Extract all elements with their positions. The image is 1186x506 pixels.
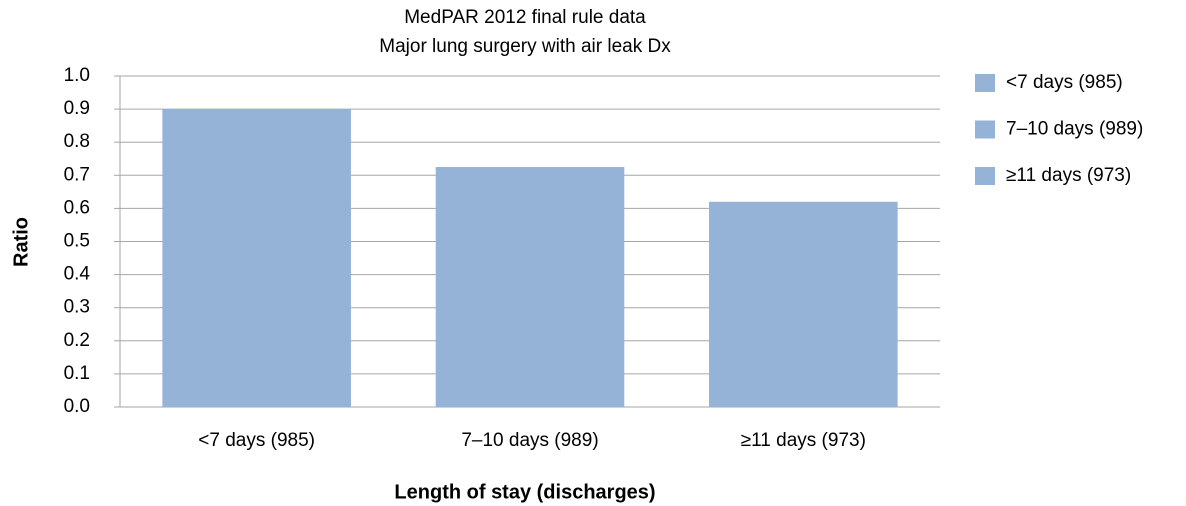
legend-label: ≥11 days (973) <box>1006 165 1131 186</box>
y-tick-label: 0.0 <box>64 396 90 417</box>
y-tick-label: 1.0 <box>64 65 90 86</box>
y-tick-label: 0.8 <box>64 131 90 152</box>
bar <box>435 167 625 407</box>
chart-subtitle: Major lung surgery with air leak Dx <box>379 36 671 57</box>
legend-label: <7 days (985) <box>1006 72 1123 93</box>
y-tick-label: 0.5 <box>64 231 90 252</box>
y-tick-label: 0.9 <box>64 98 90 119</box>
legend-swatch <box>975 120 995 139</box>
x-tick-label: <7 days (985) <box>198 430 315 451</box>
y-axis-title: Ratio <box>10 217 32 267</box>
y-tick-label: 0.1 <box>64 363 90 384</box>
legend-swatch <box>975 74 995 92</box>
y-tick-label: 0.4 <box>64 264 91 285</box>
x-axis-title: Length of stay (discharges) <box>394 481 655 503</box>
y-tick-label: 0.6 <box>64 197 90 218</box>
x-tick-label: ≥11 days (973) <box>741 430 866 451</box>
legend-label: 7–10 days (989) <box>1006 119 1143 140</box>
y-tick-label: 0.2 <box>64 330 90 351</box>
bar <box>709 201 898 407</box>
y-tick-label: 0.3 <box>64 297 90 318</box>
y-tick-label: 0.7 <box>64 164 90 185</box>
chart-title: MedPAR 2012 final rule data <box>404 7 646 28</box>
bar <box>162 109 351 407</box>
legend-swatch <box>975 167 995 185</box>
x-tick-label: 7–10 days (989) <box>461 430 598 451</box>
